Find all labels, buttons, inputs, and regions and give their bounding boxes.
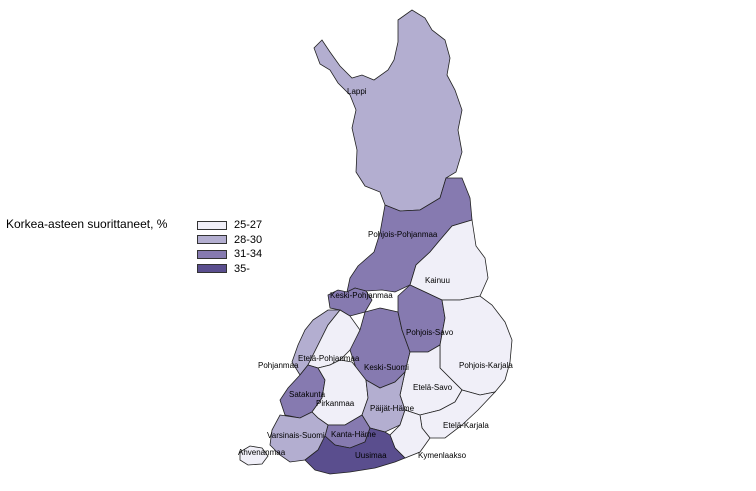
- legend: 25-27 28-30 31-34 35-: [197, 218, 262, 276]
- region-keski-pohjanmaa[interactable]: [327, 287, 373, 317]
- label-lappi: Lappi: [347, 87, 367, 96]
- label-pohjanmaa: Pohjanmaa: [258, 361, 299, 370]
- region-uusimaa[interactable]: [304, 427, 406, 475]
- region-ahvenanmaa[interactable]: [239, 445, 269, 466]
- legend-swatch: [197, 235, 227, 245]
- legend-swatch: [197, 220, 227, 230]
- label-keski-suomi: Keski-Suomi: [364, 363, 409, 372]
- legend-row: 28-30: [197, 233, 262, 248]
- legend-label: 31-34: [234, 248, 263, 261]
- legend-label: 28-30: [234, 233, 263, 246]
- legend-swatch: [197, 249, 227, 259]
- label-varsinais-suomi: Varsinais-Suomi: [267, 431, 325, 440]
- label-etela-pohjanmaa: Etelä-Pohjanmaa: [298, 354, 360, 363]
- legend-swatch: [197, 264, 227, 274]
- label-kainuu: Kainuu: [425, 276, 450, 285]
- label-pirkanmaa: Pirkanmaa: [316, 399, 355, 408]
- legend-row: 31-34: [197, 247, 262, 262]
- legend-row: 25-27: [197, 218, 262, 233]
- legend-label: 35-: [234, 262, 250, 275]
- label-uusimaa: Uusimaa: [355, 451, 387, 460]
- legend-row: 35-: [197, 262, 262, 277]
- region-lappi[interactable]: [313, 9, 463, 212]
- label-ahvenanmaa: Ahvenanmaa: [238, 448, 286, 457]
- label-kymenlaakso: Kymenlaakso: [418, 451, 467, 460]
- legend-label: 25-27: [234, 219, 263, 232]
- label-paijat-hame: Päijät-Häme: [370, 404, 415, 413]
- region-etela-karjala[interactable]: [419, 389, 497, 439]
- label-pohjois-karjala: Pohjois-Karjala: [459, 361, 513, 370]
- legend-title: Korkea-asteen suorittaneet, %: [6, 217, 168, 231]
- label-etela-karjala: Etelä-Karjala: [443, 421, 489, 430]
- label-pohjois-savo: Pohjois-Savo: [406, 328, 454, 337]
- label-satakunta: Satakunta: [289, 390, 326, 399]
- label-kanta-hame: Kanta-Häme: [331, 430, 376, 439]
- label-etela-savo: Etelä-Savo: [413, 383, 453, 392]
- label-pohjois-pohjanmaa: Pohjois-Pohjanmaa: [368, 230, 438, 239]
- label-keski-pohjanmaa: Keski-Pohjanmaa: [330, 291, 393, 300]
